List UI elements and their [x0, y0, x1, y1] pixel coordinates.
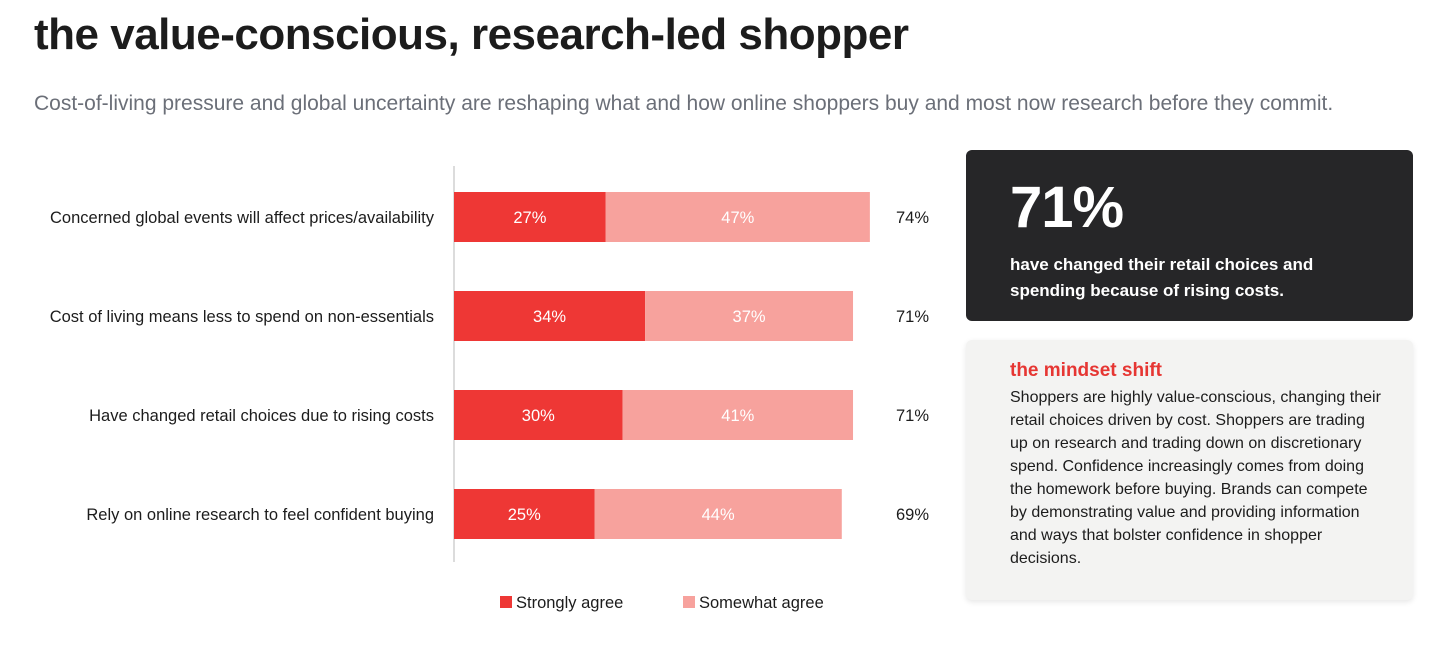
bar-somewhat-agree — [605, 192, 870, 242]
total-label: 71% — [896, 407, 929, 425]
bar-value-label: 34% — [533, 308, 566, 326]
total-label: 69% — [896, 506, 929, 524]
category-label: Rely on online research to feel confiden… — [86, 506, 434, 524]
bar-value-label: 27% — [513, 209, 546, 227]
bar-value-label: 25% — [508, 506, 541, 524]
bar-strongly-agree — [454, 390, 623, 440]
category-label: Concerned global events will affect pric… — [50, 209, 435, 227]
mindset-heading: the mindset shift — [1010, 360, 1163, 381]
bar-strongly-agree — [454, 192, 606, 242]
bar-somewhat-agree — [594, 489, 842, 539]
legend-label: Somewhat agree — [699, 594, 824, 612]
bar-strongly-agree — [454, 489, 595, 539]
category-label: Have changed retail choices due to risin… — [89, 407, 434, 425]
page-subtitle: Cost-of-living pressure and global uncer… — [34, 92, 1334, 115]
category-label: Cost of living means less to spend on no… — [50, 308, 434, 326]
bar-value-label: 30% — [522, 407, 555, 425]
stat-text: have changed their retail choices and sp… — [1010, 255, 1314, 300]
bar-value-label: 47% — [721, 209, 754, 227]
stacked-bar-chart: Concerned global events will affect pric… — [50, 166, 929, 612]
page-title: the value-conscious, research-led shoppe… — [34, 10, 909, 59]
mindset-body: Shoppers are highly value-conscious, cha… — [1010, 389, 1381, 567]
legend-swatch — [683, 596, 695, 608]
total-label: 74% — [896, 209, 929, 227]
bar-somewhat-agree — [622, 390, 854, 440]
bar-strongly-agree — [454, 291, 646, 341]
legend-label: Strongly agree — [516, 594, 623, 612]
stat-card: 71% have changed their retail choices an… — [966, 150, 1413, 321]
bar-value-label: 41% — [721, 407, 754, 425]
stat-value: 71% — [1010, 175, 1124, 240]
bar-value-label: 37% — [733, 308, 766, 326]
bar-somewhat-agree — [645, 291, 854, 341]
bar-value-label: 44% — [702, 506, 735, 524]
mindset-card: the mindset shift Shoppers are highly va… — [966, 340, 1413, 600]
legend-swatch — [500, 596, 512, 608]
total-label: 71% — [896, 308, 929, 326]
